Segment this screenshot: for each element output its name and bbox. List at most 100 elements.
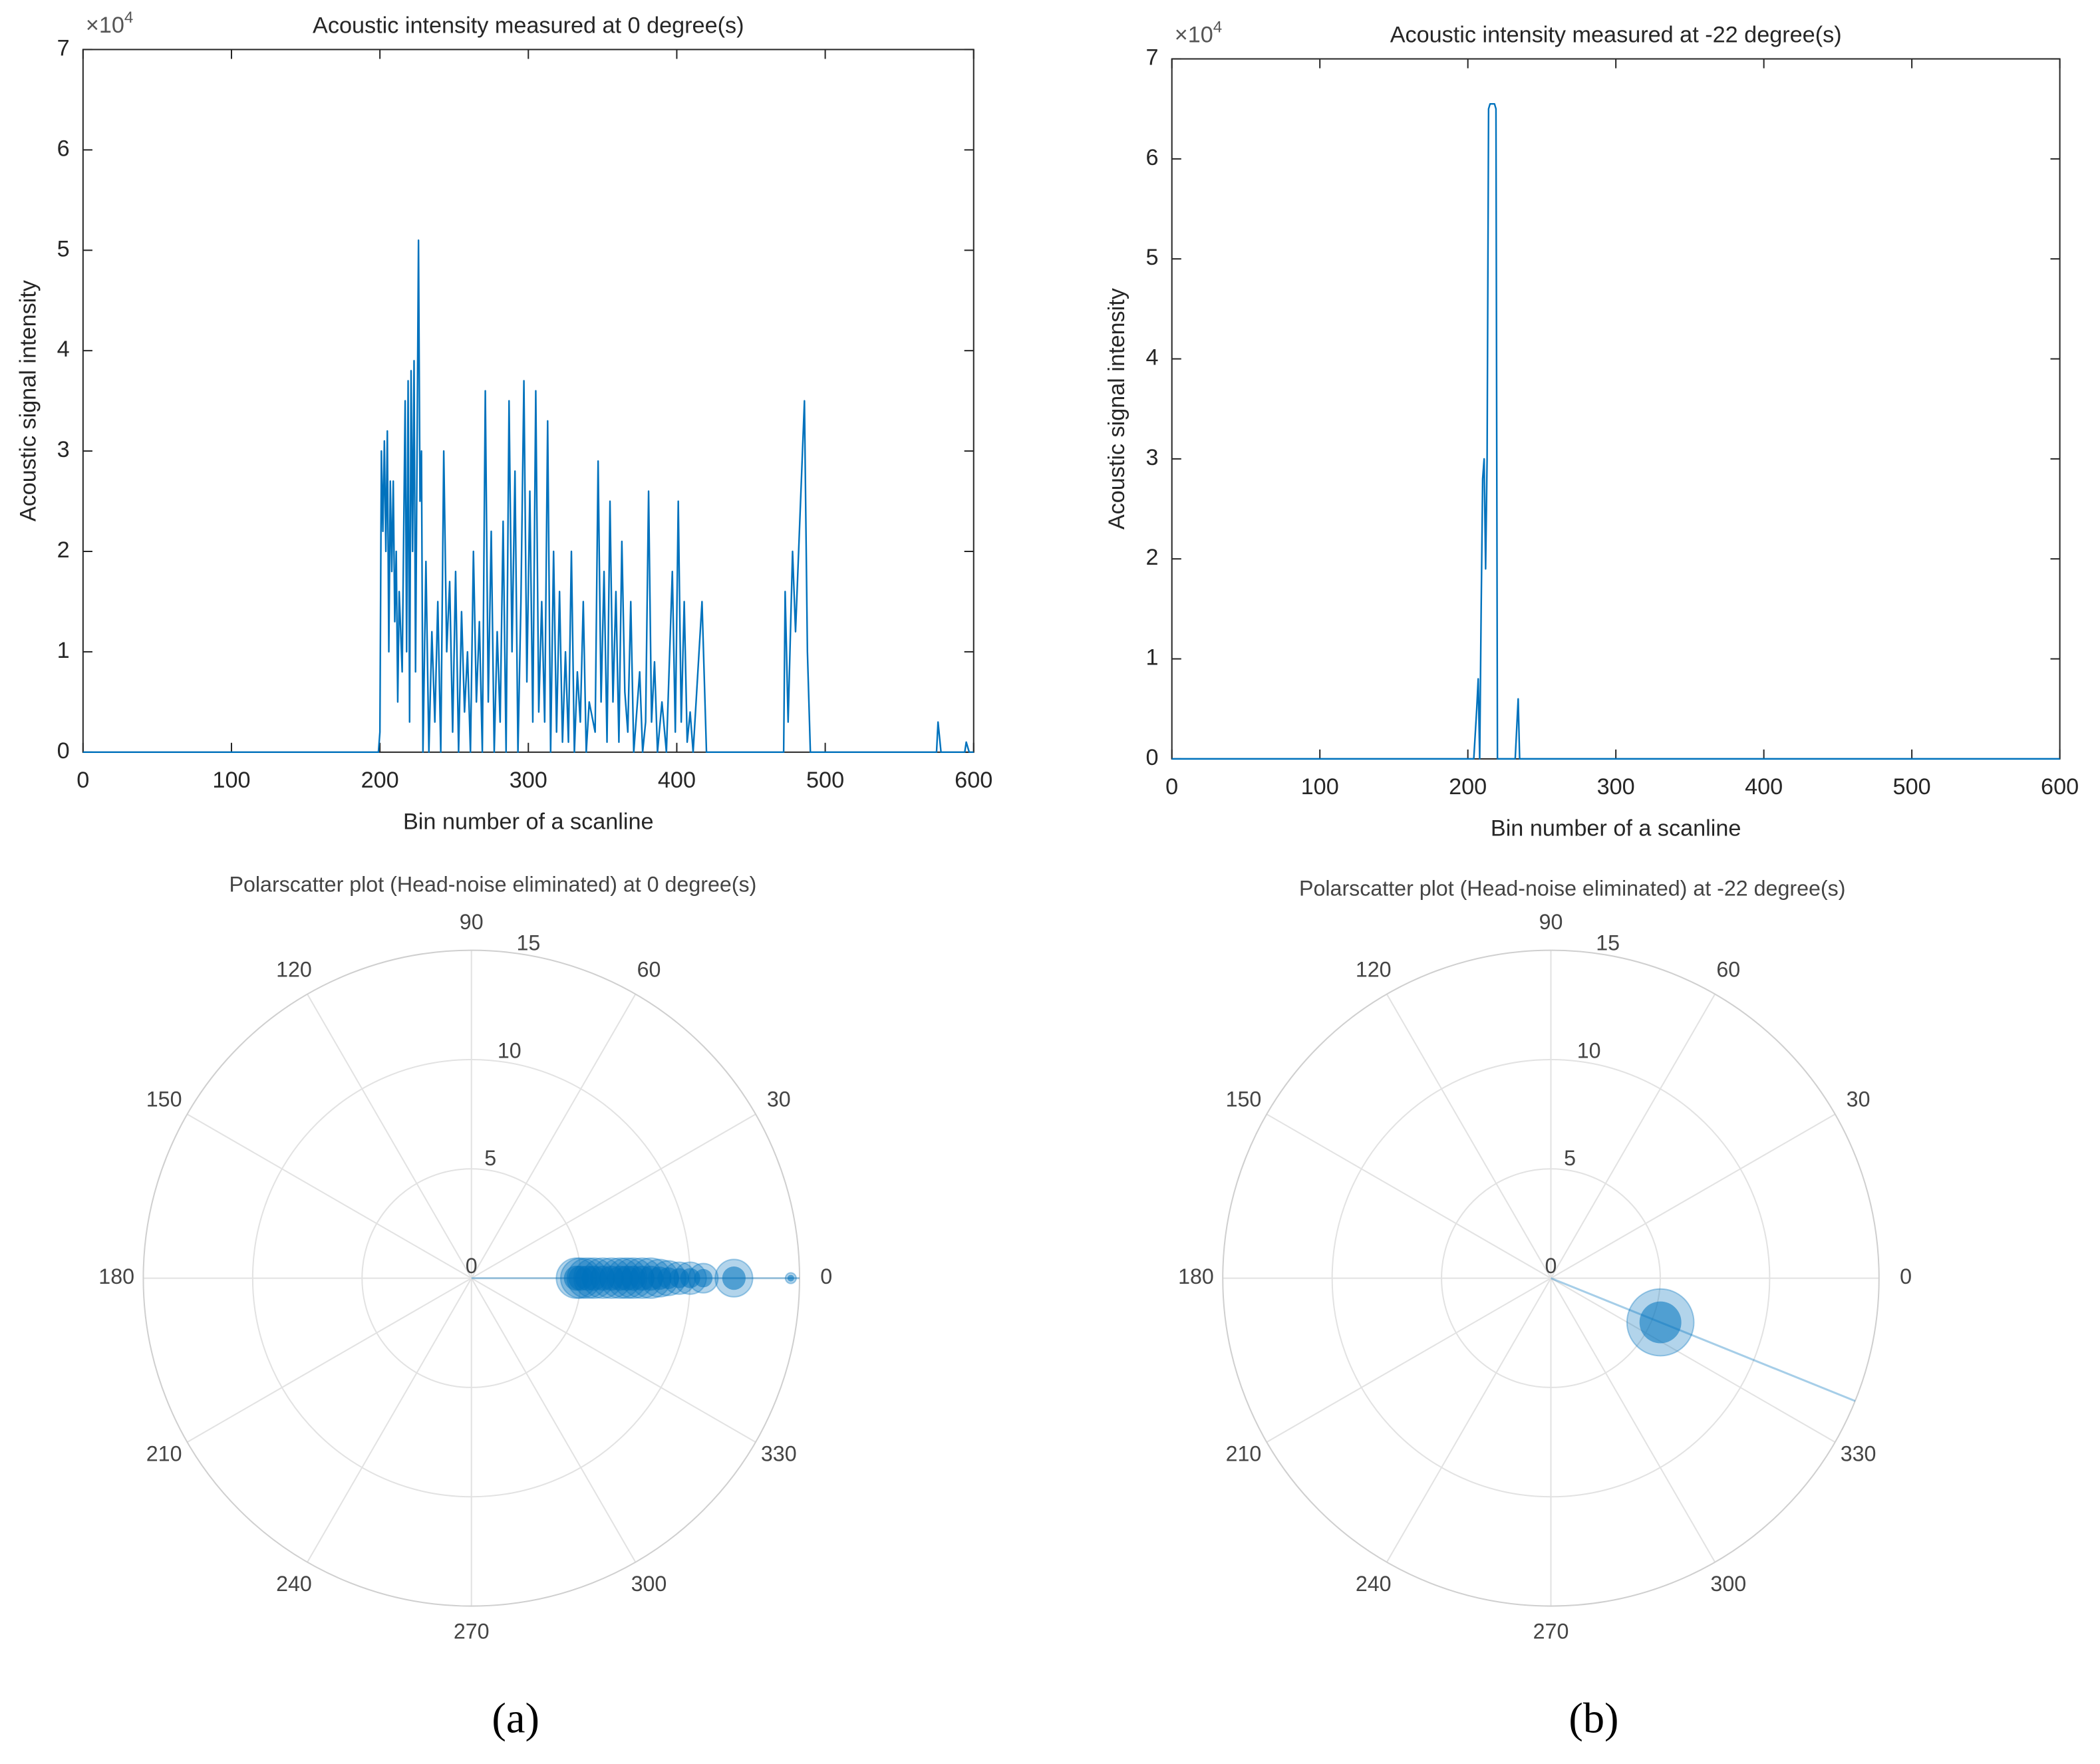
theta-tick-label: 0	[820, 1264, 832, 1288]
theta-tick-label: 150	[146, 1087, 182, 1111]
chart-title: Acoustic intensity measured at 0 degree(…	[313, 13, 744, 38]
theta-grid-line	[1550, 994, 1716, 1279]
theta-tick-label: 90	[460, 910, 484, 934]
x-tick-label: 200	[1449, 774, 1487, 800]
theta-grid-line	[470, 994, 637, 1279]
theta-tick-label: 0	[1900, 1264, 1912, 1288]
scatter-point-core	[680, 1268, 700, 1288]
y-tick-label: 5	[1146, 245, 1159, 270]
r-tick-label: 10	[498, 1038, 522, 1062]
theta-tick-label: 240	[276, 1572, 312, 1596]
y-tick-label: 4	[57, 337, 70, 362]
y-tick-label: 1	[57, 638, 70, 663]
r-tick-label: 0	[1545, 1254, 1557, 1278]
x-tick-label: 0	[1165, 774, 1178, 800]
theta-grid-line	[1386, 994, 1552, 1279]
x-tick-label: 100	[1301, 774, 1339, 800]
y-tick-label: 0	[57, 738, 70, 764]
theta-tick-label: 240	[1356, 1572, 1392, 1596]
y-tick-label: 3	[57, 437, 70, 462]
exponent-power: 4	[124, 9, 133, 27]
x-tick-label: 500	[806, 768, 844, 793]
data-line	[82, 239, 974, 754]
y-tick-label: 1	[1146, 645, 1159, 670]
theta-grid-line	[1551, 1113, 1836, 1279]
y-tick-label: 7	[57, 35, 70, 61]
caption: (a)	[492, 1694, 539, 1741]
chart-title: Acoustic intensity measured at -22 degre…	[1390, 22, 1842, 47]
theta-tick-label: 330	[761, 1442, 797, 1466]
theta-tick-label: 300	[631, 1572, 667, 1596]
theta-grid-line	[471, 1113, 756, 1279]
exponent-power: 4	[1213, 19, 1222, 37]
theta-grid-line	[1551, 1277, 1836, 1443]
chart-title: Polarscatter plot (Head-noise eliminated…	[1299, 877, 1845, 901]
r-tick-label: 10	[1577, 1038, 1601, 1062]
x-tick-label: 300	[1597, 774, 1635, 800]
theta-tick-label: 180	[1178, 1264, 1214, 1288]
x-tick-label: 300	[510, 768, 547, 793]
y-tick-label: 2	[57, 537, 70, 563]
theta-grid-line	[187, 1113, 472, 1279]
theta-tick-label: 180	[98, 1264, 134, 1288]
polar-chart: 0 30 60 90 120 150 180 210 240 270 300 330 0 5 10 15 Pol…	[98, 873, 832, 1644]
y-tick-label: 6	[1146, 145, 1159, 170]
theta-tick-label: 330	[1841, 1442, 1876, 1466]
theta-grid-line	[1266, 1277, 1552, 1443]
y-tick-label: 5	[57, 236, 70, 261]
y-exponent-label: ×104	[1175, 19, 1222, 48]
theta-grid-line	[1386, 1278, 1552, 1563]
exponent-base: ×10	[86, 13, 124, 38]
theta-tick-label: 60	[637, 957, 661, 981]
x-tick-label: 0	[76, 768, 89, 793]
theta-grid-line	[470, 1278, 637, 1563]
plot-area	[1171, 58, 2061, 760]
theta-grid-line	[307, 1278, 472, 1563]
r-tick-label: 5	[1564, 1146, 1576, 1170]
y-tick-label: 4	[1146, 345, 1159, 370]
theta-tick-label: 270	[1533, 1619, 1569, 1643]
y-exponent-label: ×104	[86, 9, 133, 39]
x-axis-label: Bin number of a scanline	[1491, 816, 1741, 841]
polar-chart: 0 30 60 90 120 150 180 210 240 270 300 330 0 5 10 15 Pol…	[1178, 877, 1912, 1644]
theta-tick-label: 300	[1710, 1572, 1746, 1596]
r-tick-label: 5	[484, 1146, 496, 1170]
y-tick-label: 0	[1146, 745, 1159, 770]
caption: (b)	[1569, 1694, 1618, 1741]
theta-tick-label: 30	[767, 1087, 791, 1111]
r-grid-ring	[1331, 1058, 1771, 1498]
theta-tick-label: 60	[1716, 957, 1740, 981]
exponent-base: ×10	[1175, 22, 1213, 47]
x-tick-label: 500	[1893, 774, 1931, 800]
theta-grid-line	[307, 994, 472, 1279]
x-tick-label: 600	[2041, 774, 2079, 800]
theta-tick-label: 120	[1356, 957, 1392, 981]
y-tick-label: 2	[1146, 545, 1159, 570]
y-tick-label: 3	[1146, 445, 1159, 470]
r-grid-ring	[142, 949, 801, 1607]
scatter-point-core	[787, 1274, 794, 1282]
scatter-point-core	[1639, 1301, 1682, 1344]
y-tick-label: 7	[1146, 45, 1159, 71]
theta-grid-line	[187, 1277, 472, 1443]
scatter-point-core	[722, 1266, 746, 1290]
theta-grid-line	[471, 1277, 756, 1443]
r-tick-label: 15	[516, 931, 540, 955]
y-axis-label: Acoustic signal intensity	[15, 279, 41, 521]
data-line	[1171, 102, 2060, 760]
x-tick-label: 100	[212, 768, 250, 793]
theta-tick-label: 30	[1847, 1087, 1871, 1111]
r-grid-ring	[1222, 949, 1880, 1607]
beam-line	[1550, 1277, 1856, 1402]
theta-tick-label: 90	[1539, 910, 1563, 934]
r-tick-label: 15	[1596, 931, 1620, 955]
y-tick-label: 6	[57, 136, 70, 161]
theta-tick-label: 210	[1226, 1442, 1262, 1466]
theta-tick-label: 210	[146, 1442, 182, 1466]
scatter-point-core	[694, 1268, 713, 1288]
theta-grid-line	[1550, 1278, 1716, 1563]
r-tick-label: 0	[466, 1254, 478, 1278]
